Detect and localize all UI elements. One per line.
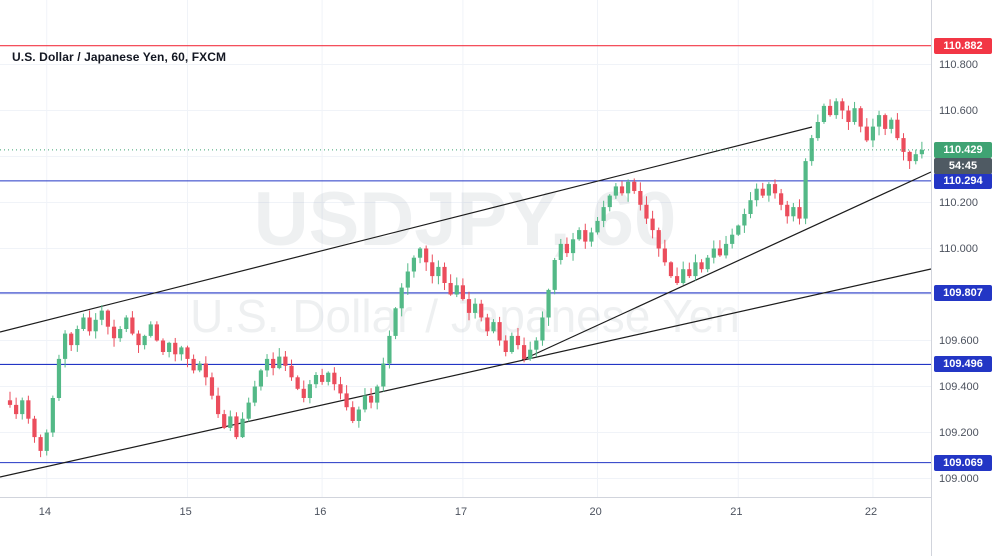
price-level-badge[interactable]: 110.882 [934, 37, 992, 54]
candlesticks [7, 98, 924, 458]
price-tick-label: 110.600 [939, 104, 978, 117]
time-tick-label: 22 [864, 506, 878, 518]
price-axis[interactable]: 110.800 110.600 110.200 110.000 109.600 109.4… [931, 0, 995, 556]
price-tick-label: 110.000 [939, 242, 978, 255]
candle-countdown-badge: 54:45 [934, 157, 992, 174]
time-tick-label: 17 [454, 506, 468, 518]
price-level-badge[interactable]: 110.294 [934, 172, 992, 189]
time-tick-label: 15 [179, 506, 192, 518]
price-level-badge[interactable]: 109.496 [934, 356, 992, 373]
last-price-badge[interactable]: 110.429 [934, 141, 992, 158]
time-tick-label: 16 [314, 506, 327, 518]
price-tick-label: 110.800 [939, 58, 978, 71]
price-tick-label: 109.200 [939, 426, 979, 439]
time-tick-label: 21 [730, 506, 743, 518]
symbol-title[interactable]: U.S. Dollar / Japanese Yen, 60, FXCM [12, 50, 227, 64]
time-tick-label: 20 [589, 506, 602, 518]
price-level-badge[interactable]: 109.069 [934, 454, 992, 471]
horizontal-level-lines[interactable] [0, 45, 931, 464]
price-tick-label: 109.400 [939, 380, 979, 393]
trend-lines[interactable] [0, 126, 932, 478]
time-tick-label: 14 [38, 506, 51, 518]
watermark-symbol: USDJPY, 60 [254, 177, 676, 262]
price-tick-label: 110.200 [939, 196, 978, 209]
watermark-description: U.S. Dollar / Japanese Yen [190, 290, 740, 342]
price-tick-label: 109.000 [939, 472, 979, 485]
price-level-badge[interactable]: 109.807 [934, 284, 992, 301]
price-tick-label: 109.600 [939, 334, 979, 347]
gridlines [0, 0, 931, 497]
time-axis[interactable]: 14 15 16 17 20 21 22 [0, 497, 995, 556]
